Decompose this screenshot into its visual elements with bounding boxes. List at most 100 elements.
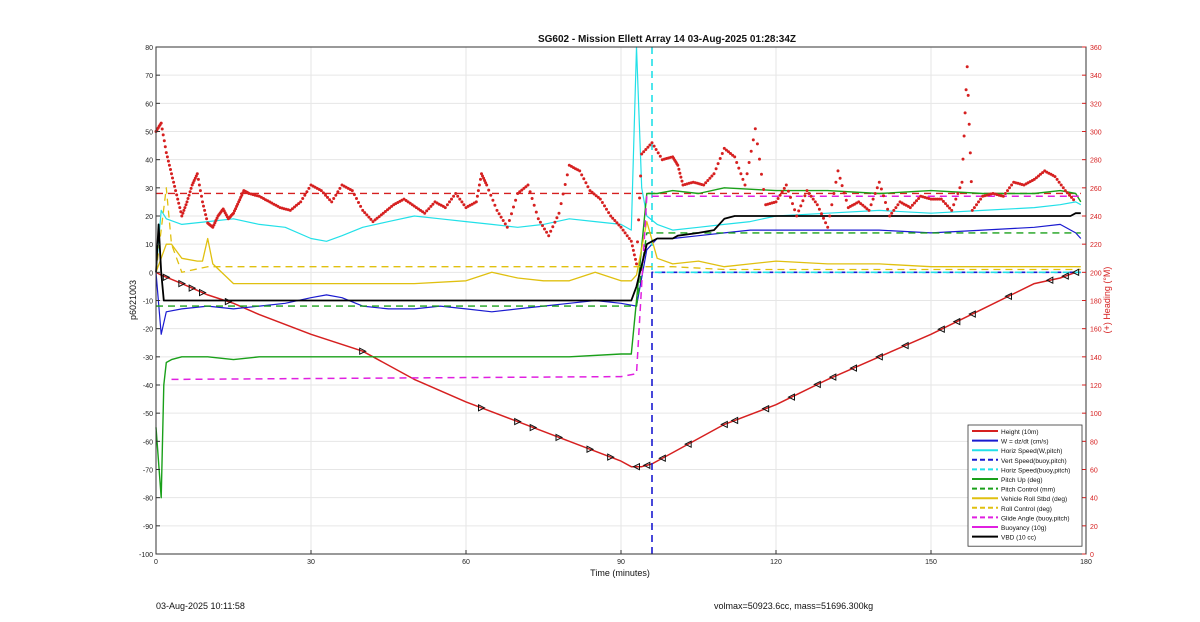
left-axis: -100-90-80-70-60-50-40-30-20-10010203040… [139,45,160,559]
heading-point [803,194,807,198]
y-right-tick-label-6: 120 [1090,383,1102,390]
heading-point [603,204,606,208]
heading-point [427,207,431,211]
heading-point [842,191,846,195]
heading-point [555,216,559,220]
heading-point [186,197,190,200]
heading-point [487,188,491,192]
height-marker [658,454,666,463]
heading-point [960,180,964,184]
heading-point [183,206,187,210]
heading-point [948,206,952,210]
heading-point [607,211,611,215]
heading-point [507,219,511,222]
heading-point [532,203,536,207]
heading-point [386,208,389,212]
heading-point [543,227,546,231]
heading-point [714,167,718,171]
heading-point [731,153,735,157]
heading-point [476,189,480,193]
heading-point [871,197,875,201]
heading-point [330,200,334,204]
heading-point [241,191,245,195]
height-marker [968,310,976,318]
heading-point [1037,174,1040,178]
legend-entry: Vehicle Roll Stbd (deg) [972,496,1067,503]
legend-entry: Horiz Speed(W,pitch) [972,448,1062,455]
heading-point [834,180,838,184]
heading-point [236,202,240,206]
heading-point [185,200,189,204]
height-marker [188,284,197,292]
y-axis-right-label: (+) Heading (°M) [1102,267,1112,334]
heading-point [969,180,973,184]
heading-point [762,188,766,191]
heading-point [332,197,336,200]
heading-point [652,144,656,148]
heading-point [656,151,660,155]
heading-point [967,122,971,126]
legend-entry: Height (10m) [972,429,1039,436]
heading-point [950,208,954,212]
heading-point [954,197,958,201]
heading-point [797,209,801,213]
heading-point [680,179,684,183]
heading-point [706,179,710,182]
heading-point [363,211,367,215]
heading-point [963,111,967,115]
y-tick-label-2: -80 [143,496,153,503]
heading-point [627,237,631,240]
legend-label: W = dz/dt (cm/s) [1001,439,1049,446]
heading-point [232,211,235,215]
y-right-tick-label-13: 260 [1090,186,1102,193]
series-w [155,223,1082,335]
y-tick-label-6: -40 [143,383,153,390]
series-horiz_speed_buoy [651,47,1081,274]
heading-point [977,200,980,204]
heading-point [782,186,786,190]
height-marker [1071,268,1080,277]
heading-point [357,201,360,204]
heading-point [203,208,207,212]
heading-point [178,206,182,210]
legend-label: VBD (10 cc) [1001,535,1036,542]
heading-point [189,186,193,190]
heading-point [195,172,199,176]
heading-point [1068,193,1071,197]
heading-point [169,168,172,171]
y-tick-label-0: -100 [139,552,153,559]
heading-point [702,183,706,187]
heading-point [873,192,877,195]
x-tick-label-0: 0 [154,559,158,566]
footer-timestamp: 03-Aug-2025 10:11:58 [156,601,245,611]
heading-point [617,223,621,227]
heading-point [946,204,949,208]
y-right-tick-label-9: 180 [1090,299,1102,306]
height-marker [359,347,367,356]
x-tick-label-5: 150 [925,559,937,566]
heading-point [534,210,538,214]
heading-point [172,180,176,184]
heading-point [505,225,509,229]
heading-point [962,134,966,138]
heading-point [528,190,532,194]
heading-point [958,186,962,190]
legend-label: Buoyancy (10g) [1001,525,1047,532]
heading-point [365,213,369,217]
heading-point [295,203,298,207]
heading-point [202,204,205,208]
heading-point [832,192,836,195]
heading-point [184,203,188,207]
heading-point [712,172,716,176]
heading-point [305,190,309,194]
y-tick-label-16: 60 [145,101,153,108]
heading-point [970,208,974,212]
heading-point [753,127,757,131]
heading-point [503,222,507,226]
legend-entry: Glide Angle (buoy,pitch) [972,515,1070,522]
heading-point [547,234,551,238]
heading-point [355,197,358,200]
height-marker [875,353,883,361]
heading-point [491,198,495,202]
heading-point [563,183,567,186]
